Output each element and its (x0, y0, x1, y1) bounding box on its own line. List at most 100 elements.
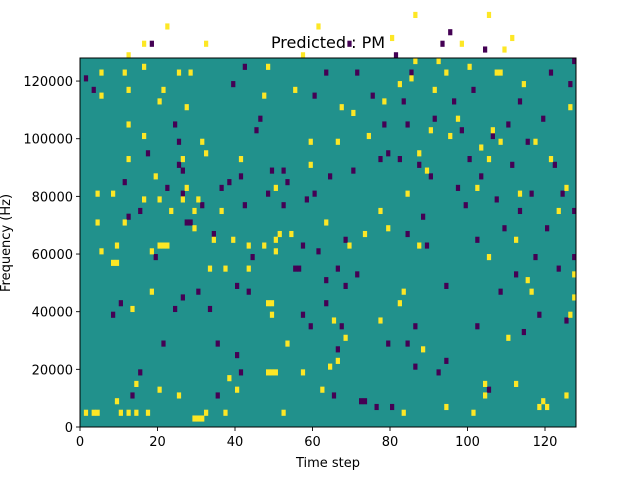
y-tick-label: 120000 (23, 75, 73, 90)
heatmap-cell-low (180, 294, 185, 301)
heatmap-cell-high (192, 225, 197, 232)
heatmap-cell-low (440, 40, 445, 47)
heatmap-cell-high (266, 369, 271, 376)
heatmap-cell-high (246, 265, 251, 272)
heatmap-cell-high (219, 207, 224, 215)
heatmap-cell-low (343, 236, 348, 243)
heatmap-cell-high (475, 184, 480, 191)
heatmap-cell-high (126, 121, 131, 128)
y-tick-label: 40000 (32, 306, 73, 321)
heatmap-cell-high (246, 242, 251, 249)
heatmap-cell-low (297, 265, 302, 272)
x-tick-label: 80 (382, 435, 399, 450)
heatmap-cell-low (238, 369, 244, 376)
heatmap-cell-high (545, 403, 550, 411)
heatmap-cell-high (231, 236, 236, 243)
heatmap-cell-high (537, 403, 542, 411)
heatmap-cell-high (114, 259, 120, 266)
heatmap-cell-low (246, 288, 251, 295)
heatmap-cell-high (196, 196, 201, 203)
heatmap-cells (83, 11, 577, 422)
heatmap-cell-low (130, 392, 135, 399)
heatmap-cell-low (486, 386, 492, 393)
heatmap-cell-low (502, 225, 507, 232)
heatmap-cell-low (339, 323, 344, 330)
heatmap-cell-high (444, 69, 449, 76)
heatmap-cell-high (308, 138, 313, 145)
heatmap-cell-high (99, 92, 104, 99)
heatmap-cell-high (467, 63, 472, 70)
heatmap-cell-low (537, 311, 542, 318)
heatmap-cell-high (351, 109, 356, 117)
heatmap-cell-high (227, 375, 232, 382)
heatmap-cell-low (331, 392, 337, 399)
heatmap-cell-high (188, 69, 193, 76)
heatmap-cell-high (95, 219, 100, 226)
heatmap-cell-high (122, 219, 127, 226)
heatmap-cell-low (560, 190, 565, 197)
heatmap-cell-low (347, 40, 352, 47)
heatmap-cell-low (300, 311, 306, 318)
heatmap-cell-high (200, 138, 205, 145)
heatmap-cell-high (99, 248, 104, 255)
heatmap-cell-low (541, 115, 546, 122)
heatmap-cell-high (494, 69, 499, 76)
heatmap-cell-high (289, 230, 294, 238)
heatmap-cell-high (424, 167, 430, 174)
heatmap-cell-low (517, 98, 523, 105)
heatmap-cell-low (285, 179, 290, 186)
heatmap-cell-low (335, 265, 340, 272)
heatmap-cell-low (351, 167, 356, 174)
heatmap-cell-low (533, 254, 538, 261)
heatmap-cell-low (266, 190, 271, 197)
heatmap-cell-low (405, 340, 410, 347)
plot-frame (79, 57, 577, 428)
heatmap-cell-low (324, 277, 329, 284)
heatmap-cell-high (300, 52, 306, 59)
heatmap-cell-high (436, 58, 441, 65)
heatmap-cell-high (262, 92, 267, 99)
heatmap-cell-high (142, 40, 147, 47)
heatmap-cell-high (277, 230, 282, 238)
heatmap-cell-low (219, 184, 224, 191)
heatmap-cell-high (409, 75, 414, 82)
x-tick-label: 0 (76, 435, 84, 450)
heatmap-cell-high (502, 46, 507, 53)
heatmap-cell-low (173, 305, 178, 313)
heatmap-cell-high (510, 34, 515, 42)
heatmap-cell-low (455, 184, 461, 191)
heatmap-cell-high (114, 398, 120, 405)
heatmap-cell-low (324, 300, 329, 307)
heatmap-cell-low (459, 127, 464, 134)
y-axis: 0 20000 40000 60000 80000 100000 120000 (23, 75, 80, 436)
heatmap-cell-low (173, 121, 178, 128)
heatmap-cell-high (130, 305, 135, 313)
heatmap-cell-low (250, 254, 255, 261)
heatmap-cell-low (374, 403, 379, 411)
heatmap-cell-high (413, 58, 418, 65)
heatmap-cell-high (448, 132, 453, 140)
heatmap-cell-low (242, 63, 247, 70)
heatmap-cell-high (529, 288, 534, 295)
heatmap-cell-low (335, 346, 340, 353)
heatmap-cell-high (111, 259, 116, 266)
heatmap-cell-low (138, 207, 143, 215)
heatmap-cell-high (417, 242, 422, 249)
heatmap-cell-low (417, 161, 422, 168)
heatmap-cell-low (355, 69, 360, 76)
heatmap-cell-low (413, 323, 418, 330)
heatmap-cell-low (463, 202, 468, 209)
heatmap-cell-low (211, 230, 216, 238)
heatmap-cell-high (324, 219, 329, 226)
heatmap-cell-low (215, 392, 220, 399)
heatmap-cell-high (366, 132, 371, 140)
heatmap-cell-high (126, 52, 131, 59)
heatmap-cell-low (444, 282, 449, 289)
heatmap-cell-high (266, 300, 271, 307)
heatmap-cell-high (316, 23, 321, 30)
heatmap-cell-high (111, 190, 116, 197)
heatmap-cell-high (421, 346, 426, 353)
heatmap-cell-high (479, 144, 484, 151)
heatmap-cell-high (161, 86, 166, 93)
heatmap-cell-low (145, 150, 151, 157)
